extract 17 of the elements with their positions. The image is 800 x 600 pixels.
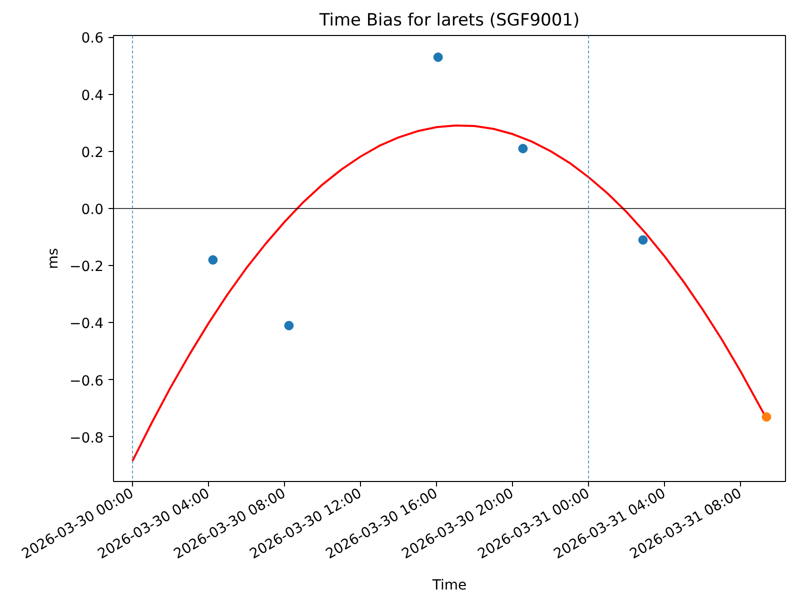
point xyxy=(518,144,528,154)
x-axis-title: Time xyxy=(431,577,467,594)
chart-title: Time Bias for larets (SGF9001) xyxy=(318,10,580,30)
y-axis-title: ms xyxy=(46,248,62,269)
y-tick-label: 0.0 xyxy=(81,202,104,218)
y-tick-label: 0.6 xyxy=(81,30,104,47)
point xyxy=(762,412,772,422)
y-tick-label: −0.4 xyxy=(70,316,104,332)
y-tick-label: −0.2 xyxy=(70,259,104,276)
y-tick-label: 0.4 xyxy=(81,88,104,104)
point xyxy=(284,320,294,330)
point xyxy=(638,235,648,245)
y-tick-label: 0.2 xyxy=(81,144,104,161)
point xyxy=(208,255,218,265)
y-tick-label: −0.6 xyxy=(70,373,104,390)
y-tick-label: −0.8 xyxy=(70,430,104,446)
point xyxy=(433,52,443,62)
